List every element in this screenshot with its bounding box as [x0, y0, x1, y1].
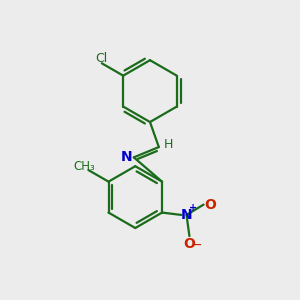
- Text: O: O: [204, 198, 216, 212]
- Text: O: O: [184, 237, 195, 251]
- Text: −: −: [193, 240, 202, 250]
- Text: Cl: Cl: [96, 52, 108, 65]
- Text: +: +: [190, 203, 198, 213]
- Text: N: N: [181, 208, 192, 222]
- Text: CH₃: CH₃: [73, 160, 95, 173]
- Text: N: N: [121, 150, 132, 164]
- Text: H: H: [164, 138, 173, 151]
